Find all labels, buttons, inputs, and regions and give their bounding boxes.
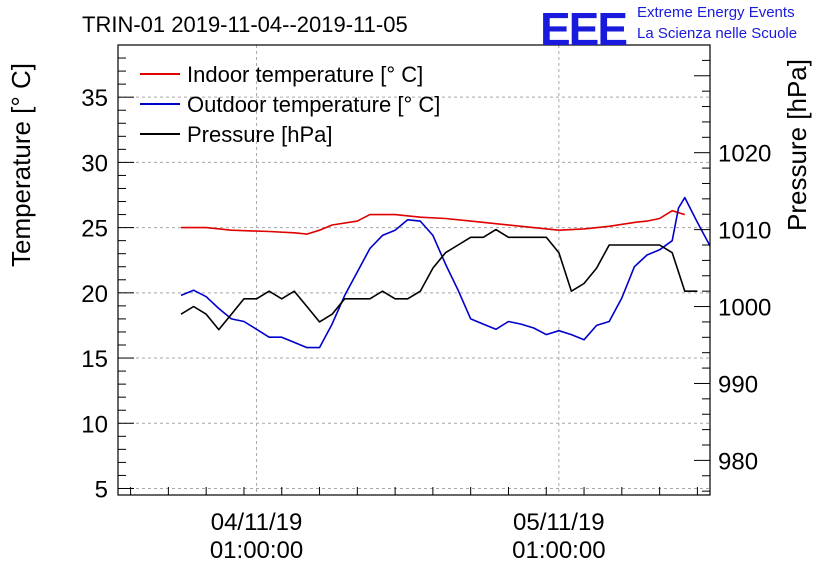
y2-tick-label: 1000: [718, 295, 771, 322]
legend-label: Indoor temperature [° C]: [187, 62, 423, 87]
y2-tick-label: 990: [718, 371, 758, 398]
series-layer: [180, 196, 711, 349]
y-tick-label: 15: [81, 346, 108, 373]
series-line: [181, 209, 686, 235]
y-tick-label: 30: [81, 150, 108, 177]
y2-tick-label: 1010: [718, 218, 771, 245]
series-line: [180, 228, 698, 331]
x-tick-label: 01:00:00: [210, 537, 303, 564]
logo-line-2: La Scienza nelle Scuole: [637, 25, 798, 42]
y-axis-label: Temperature [° C]: [6, 63, 36, 267]
y2-axis-label: Pressure [hPa]: [782, 59, 812, 231]
y-tick-label: 35: [81, 85, 108, 112]
y-tick-label: 25: [81, 216, 108, 243]
y-tick-label: 20: [81, 281, 108, 308]
legend-label: Outdoor temperature [° C]: [187, 92, 440, 117]
grid: [118, 45, 710, 495]
y-tick-label: 5: [95, 476, 108, 503]
eee-logo: EEE: [540, 3, 628, 55]
legend-label: Pressure [hPa]: [187, 122, 333, 147]
x-tick-label: 05/11/19: [513, 509, 605, 536]
chart-title: TRIN-01 2019-11-04--2019-11-05: [82, 12, 408, 37]
series-line: [180, 196, 711, 349]
y-tick-label: 10: [81, 411, 108, 438]
y2-tick-label: 980: [718, 448, 758, 475]
legend: Indoor temperature [° C] Outdoor temperat…: [140, 62, 440, 147]
x-tick-label: 04/11/19: [211, 509, 303, 536]
plot-frame: [117, 44, 711, 496]
y2-tick-label: 1020: [718, 141, 771, 168]
axes: 510152025303598099010001010102004/11/190…: [81, 44, 771, 564]
logo-line-1: Extreme Energy Events: [637, 4, 795, 21]
x-tick-label: 01:00:00: [512, 537, 605, 564]
